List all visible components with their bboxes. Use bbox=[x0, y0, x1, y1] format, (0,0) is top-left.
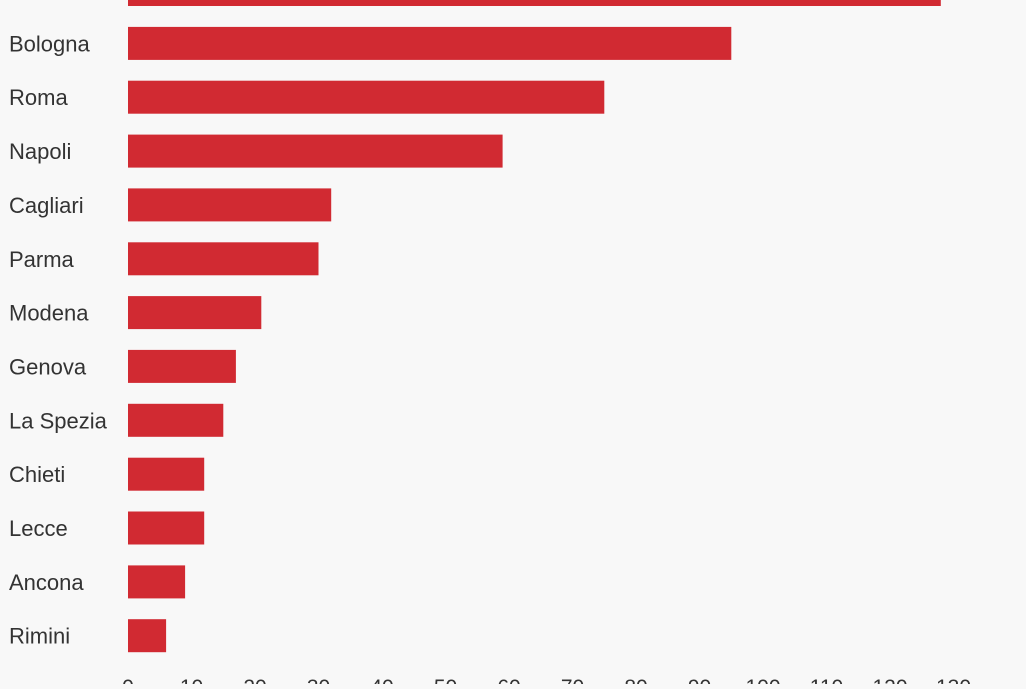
bar-bologna bbox=[128, 26, 732, 60]
bar-parma bbox=[128, 242, 319, 276]
bar-rimini bbox=[128, 619, 167, 653]
category-label: Bologna bbox=[9, 31, 91, 56]
bars-layer bbox=[128, 0, 941, 653]
bar-genova bbox=[128, 349, 236, 383]
category-label: Lecce bbox=[9, 516, 68, 541]
category-labels: Bologna Roma Napoli Cagliari Parma Modena Geno… bbox=[9, 31, 108, 648]
x-tick-label: 80 bbox=[624, 676, 647, 684]
x-tick-label: 30 bbox=[307, 676, 330, 684]
x-axis-tick-labels: 0 10 20 30 40 50 60 70 80 90 100 110 120 130 bbox=[122, 676, 971, 689]
bar-ancona bbox=[128, 565, 186, 599]
x-tick-label: 20 bbox=[243, 676, 266, 684]
x-tick-label: 110 bbox=[810, 676, 843, 684]
category-label: Napoli bbox=[9, 139, 71, 164]
category-label: Roma bbox=[9, 85, 68, 110]
x-tick-label: 60 bbox=[497, 676, 520, 684]
category-label: Genova bbox=[9, 354, 87, 379]
category-label: Modena bbox=[9, 301, 89, 326]
category-label: Chieti bbox=[9, 462, 65, 487]
bar-lecce bbox=[128, 511, 205, 545]
x-tick-label: 130 bbox=[936, 676, 971, 684]
x-tick-label: 70 bbox=[561, 676, 584, 684]
bar-top bbox=[128, 0, 941, 6]
bar-la-spezia bbox=[128, 403, 224, 437]
bar-cagliari bbox=[128, 188, 332, 222]
bar-roma bbox=[128, 80, 605, 114]
x-tick-label: 50 bbox=[434, 676, 457, 684]
x-tick-label: 0 bbox=[122, 676, 134, 684]
category-label: Rimini bbox=[9, 624, 70, 649]
x-tick-label: 100 bbox=[745, 676, 780, 684]
bar-napoli bbox=[128, 134, 503, 168]
category-label: Parma bbox=[9, 247, 75, 272]
x-tick-label: 120 bbox=[872, 676, 907, 684]
x-tick-label: 10 bbox=[180, 676, 203, 684]
bar-modena bbox=[128, 296, 262, 330]
category-label: La Spezia bbox=[9, 408, 108, 433]
bar-chieti bbox=[128, 457, 205, 491]
x-tick-label: 40 bbox=[370, 676, 393, 684]
x-tick-label: 90 bbox=[688, 676, 711, 684]
category-label: Ancona bbox=[9, 570, 84, 595]
category-label: Cagliari bbox=[9, 193, 84, 218]
